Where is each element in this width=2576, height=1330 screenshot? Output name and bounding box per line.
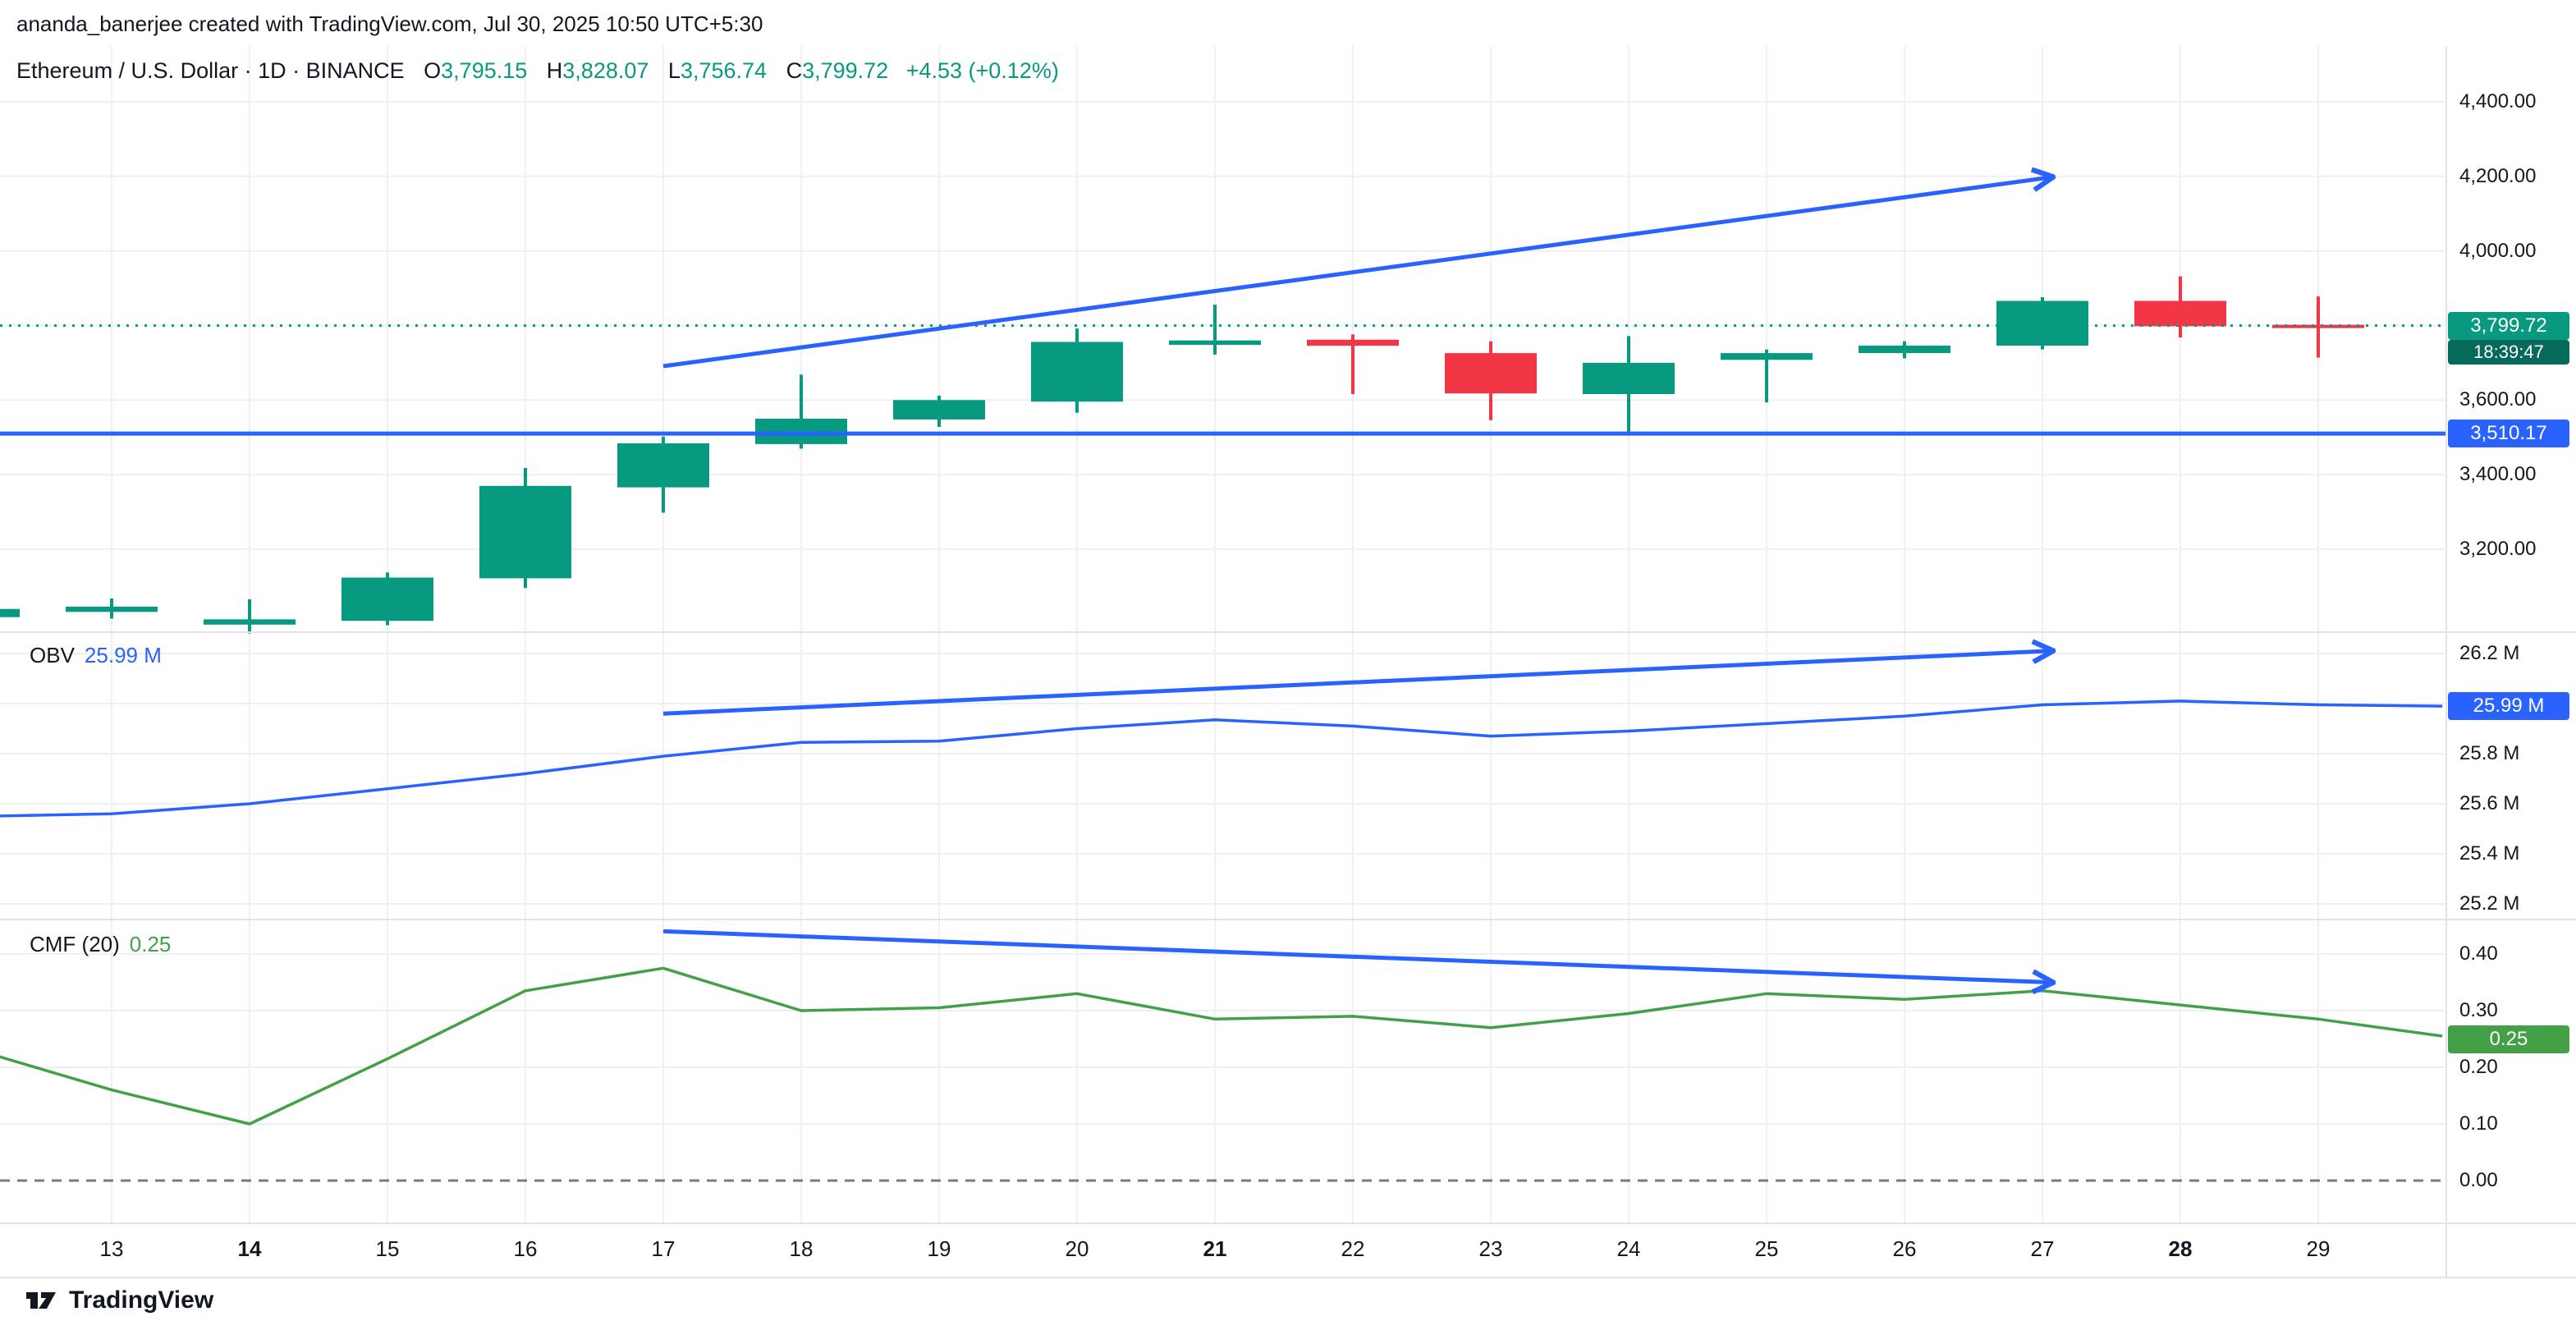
time-axis-label[interactable]: 26 (1892, 1236, 1917, 1261)
trend-arrow[interactable] (662, 177, 2049, 369)
footer: TradingView (23, 1286, 213, 1315)
candle-body (0, 608, 20, 617)
obv-axis-label[interactable]: 25.4 M (2459, 842, 2520, 864)
price-axis-label[interactable]: 4,200.00 (2459, 164, 2537, 187)
cmf-axis-label[interactable]: 0.30 (2459, 999, 2498, 1021)
candle-body (2272, 324, 2364, 328)
tradingview-logo-icon[interactable] (23, 1286, 59, 1315)
price-axis-label[interactable]: 3,200.00 (2459, 538, 2537, 560)
ohlc-open-value: 3,795.15 (441, 58, 528, 83)
ohlc-low-value: 3,756.74 (680, 58, 768, 83)
time-axis-label[interactable]: 29 (2306, 1236, 2331, 1261)
ohlc-close-key: C (786, 58, 803, 83)
candle-body (66, 606, 158, 612)
trend-arrow[interactable] (662, 929, 2049, 982)
price-axis-label[interactable]: 4,400.00 (2459, 90, 2537, 112)
symbol-title[interactable]: Ethereum / U.S. Dollar · 1D · BINANCE (16, 58, 405, 83)
time-axis-label[interactable]: 24 (1616, 1236, 1641, 1261)
candle-body (2134, 300, 2226, 327)
price-change: +4.53 (+0.12%) (905, 58, 1059, 83)
cmf-axis-label[interactable]: 0.00 (2459, 1169, 2498, 1191)
ohlc-low-key: L (667, 58, 681, 83)
ohlc-open-key: O (424, 58, 442, 83)
ohlc-close-value: 3,799.72 (802, 58, 889, 83)
candle-body (1031, 342, 1123, 402)
ohlc-high-value: 3,828.07 (562, 58, 649, 83)
time-axis-label[interactable]: 20 (1065, 1236, 1089, 1261)
time-axis-label[interactable]: 15 (375, 1236, 400, 1261)
time-axis-label[interactable]: 19 (927, 1236, 951, 1261)
last-price-badge: 3,799.72 (2448, 311, 2569, 340)
countdown-badge: 18:39:47 (2448, 339, 2569, 365)
obv-value-badge: 25.99 M (2448, 692, 2569, 721)
candle-body (893, 400, 985, 420)
candle-body (1307, 339, 1399, 346)
candle-body (341, 577, 433, 621)
attribution-header: ananda_banerjee created with TradingView… (16, 11, 763, 36)
obv-label-value: 25.99 M (84, 643, 162, 667)
candle-body (1169, 340, 1261, 346)
cmf-label-text: CMF (20) (30, 932, 120, 956)
tradingview-logo-text[interactable]: TradingView (69, 1286, 214, 1314)
time-axis-label[interactable]: 18 (789, 1236, 814, 1261)
cmf-label-value: 0.25 (129, 932, 172, 956)
cmf-line (0, 966, 2443, 1126)
candle-body (1996, 300, 2088, 346)
obv-axis-label[interactable]: 25.2 M (2459, 892, 2520, 915)
cmf-axis-label[interactable]: 0.40 (2459, 942, 2498, 965)
obv-axis-label[interactable]: 25.6 M (2459, 792, 2520, 814)
time-axis-label[interactable]: 25 (1754, 1236, 1779, 1261)
price-axis-label[interactable]: 3,600.00 (2459, 388, 2537, 411)
candle-body (755, 419, 847, 444)
candle-body (204, 619, 296, 625)
symbol-legend: Ethereum / U.S. Dollar · 1D · BINANCE O3… (16, 57, 1059, 84)
obv-axis-label[interactable]: 26.2 M (2459, 642, 2520, 664)
candle-body (1721, 353, 1813, 360)
time-axis-label[interactable]: 22 (1341, 1236, 1365, 1261)
obv-line (0, 699, 2443, 818)
price-axis-label[interactable]: 4,000.00 (2459, 239, 2537, 262)
time-axis-label[interactable]: 21 (1203, 1236, 1227, 1261)
obv-indicator-label[interactable]: OBV 25.99 M (30, 642, 162, 668)
candle-body (479, 485, 571, 579)
cmf-indicator-label[interactable]: CMF (20) 0.25 (30, 931, 171, 957)
candle-body (1583, 362, 1675, 394)
time-axis-label[interactable]: 16 (513, 1236, 538, 1261)
time-axis-label[interactable]: 14 (237, 1236, 262, 1261)
cmf-value-badge: 0.25 (2448, 1025, 2569, 1053)
time-axis-label[interactable]: 13 (99, 1236, 124, 1261)
cmf-axis-label[interactable]: 0.20 (2459, 1056, 2498, 1078)
trend-arrow[interactable] (662, 651, 2049, 716)
time-axis-label[interactable]: 23 (1478, 1236, 1503, 1261)
time-axis-label[interactable]: 27 (2030, 1236, 2055, 1261)
ohlc-high-key: H (546, 58, 563, 83)
price-axis-label[interactable]: 3,400.00 (2459, 463, 2537, 486)
level-price-badge: 3,510.17 (2448, 420, 2569, 448)
obv-label-text: OBV (30, 643, 75, 667)
candle-body (617, 443, 709, 488)
obv-axis-label[interactable]: 25.8 M (2459, 742, 2520, 764)
candle-body (1859, 346, 1950, 354)
cmf-axis-label[interactable]: 0.10 (2459, 1112, 2498, 1135)
time-axis-label[interactable]: 28 (2168, 1236, 2193, 1261)
time-axis-label[interactable]: 17 (651, 1236, 676, 1261)
candle-body (1445, 353, 1537, 394)
